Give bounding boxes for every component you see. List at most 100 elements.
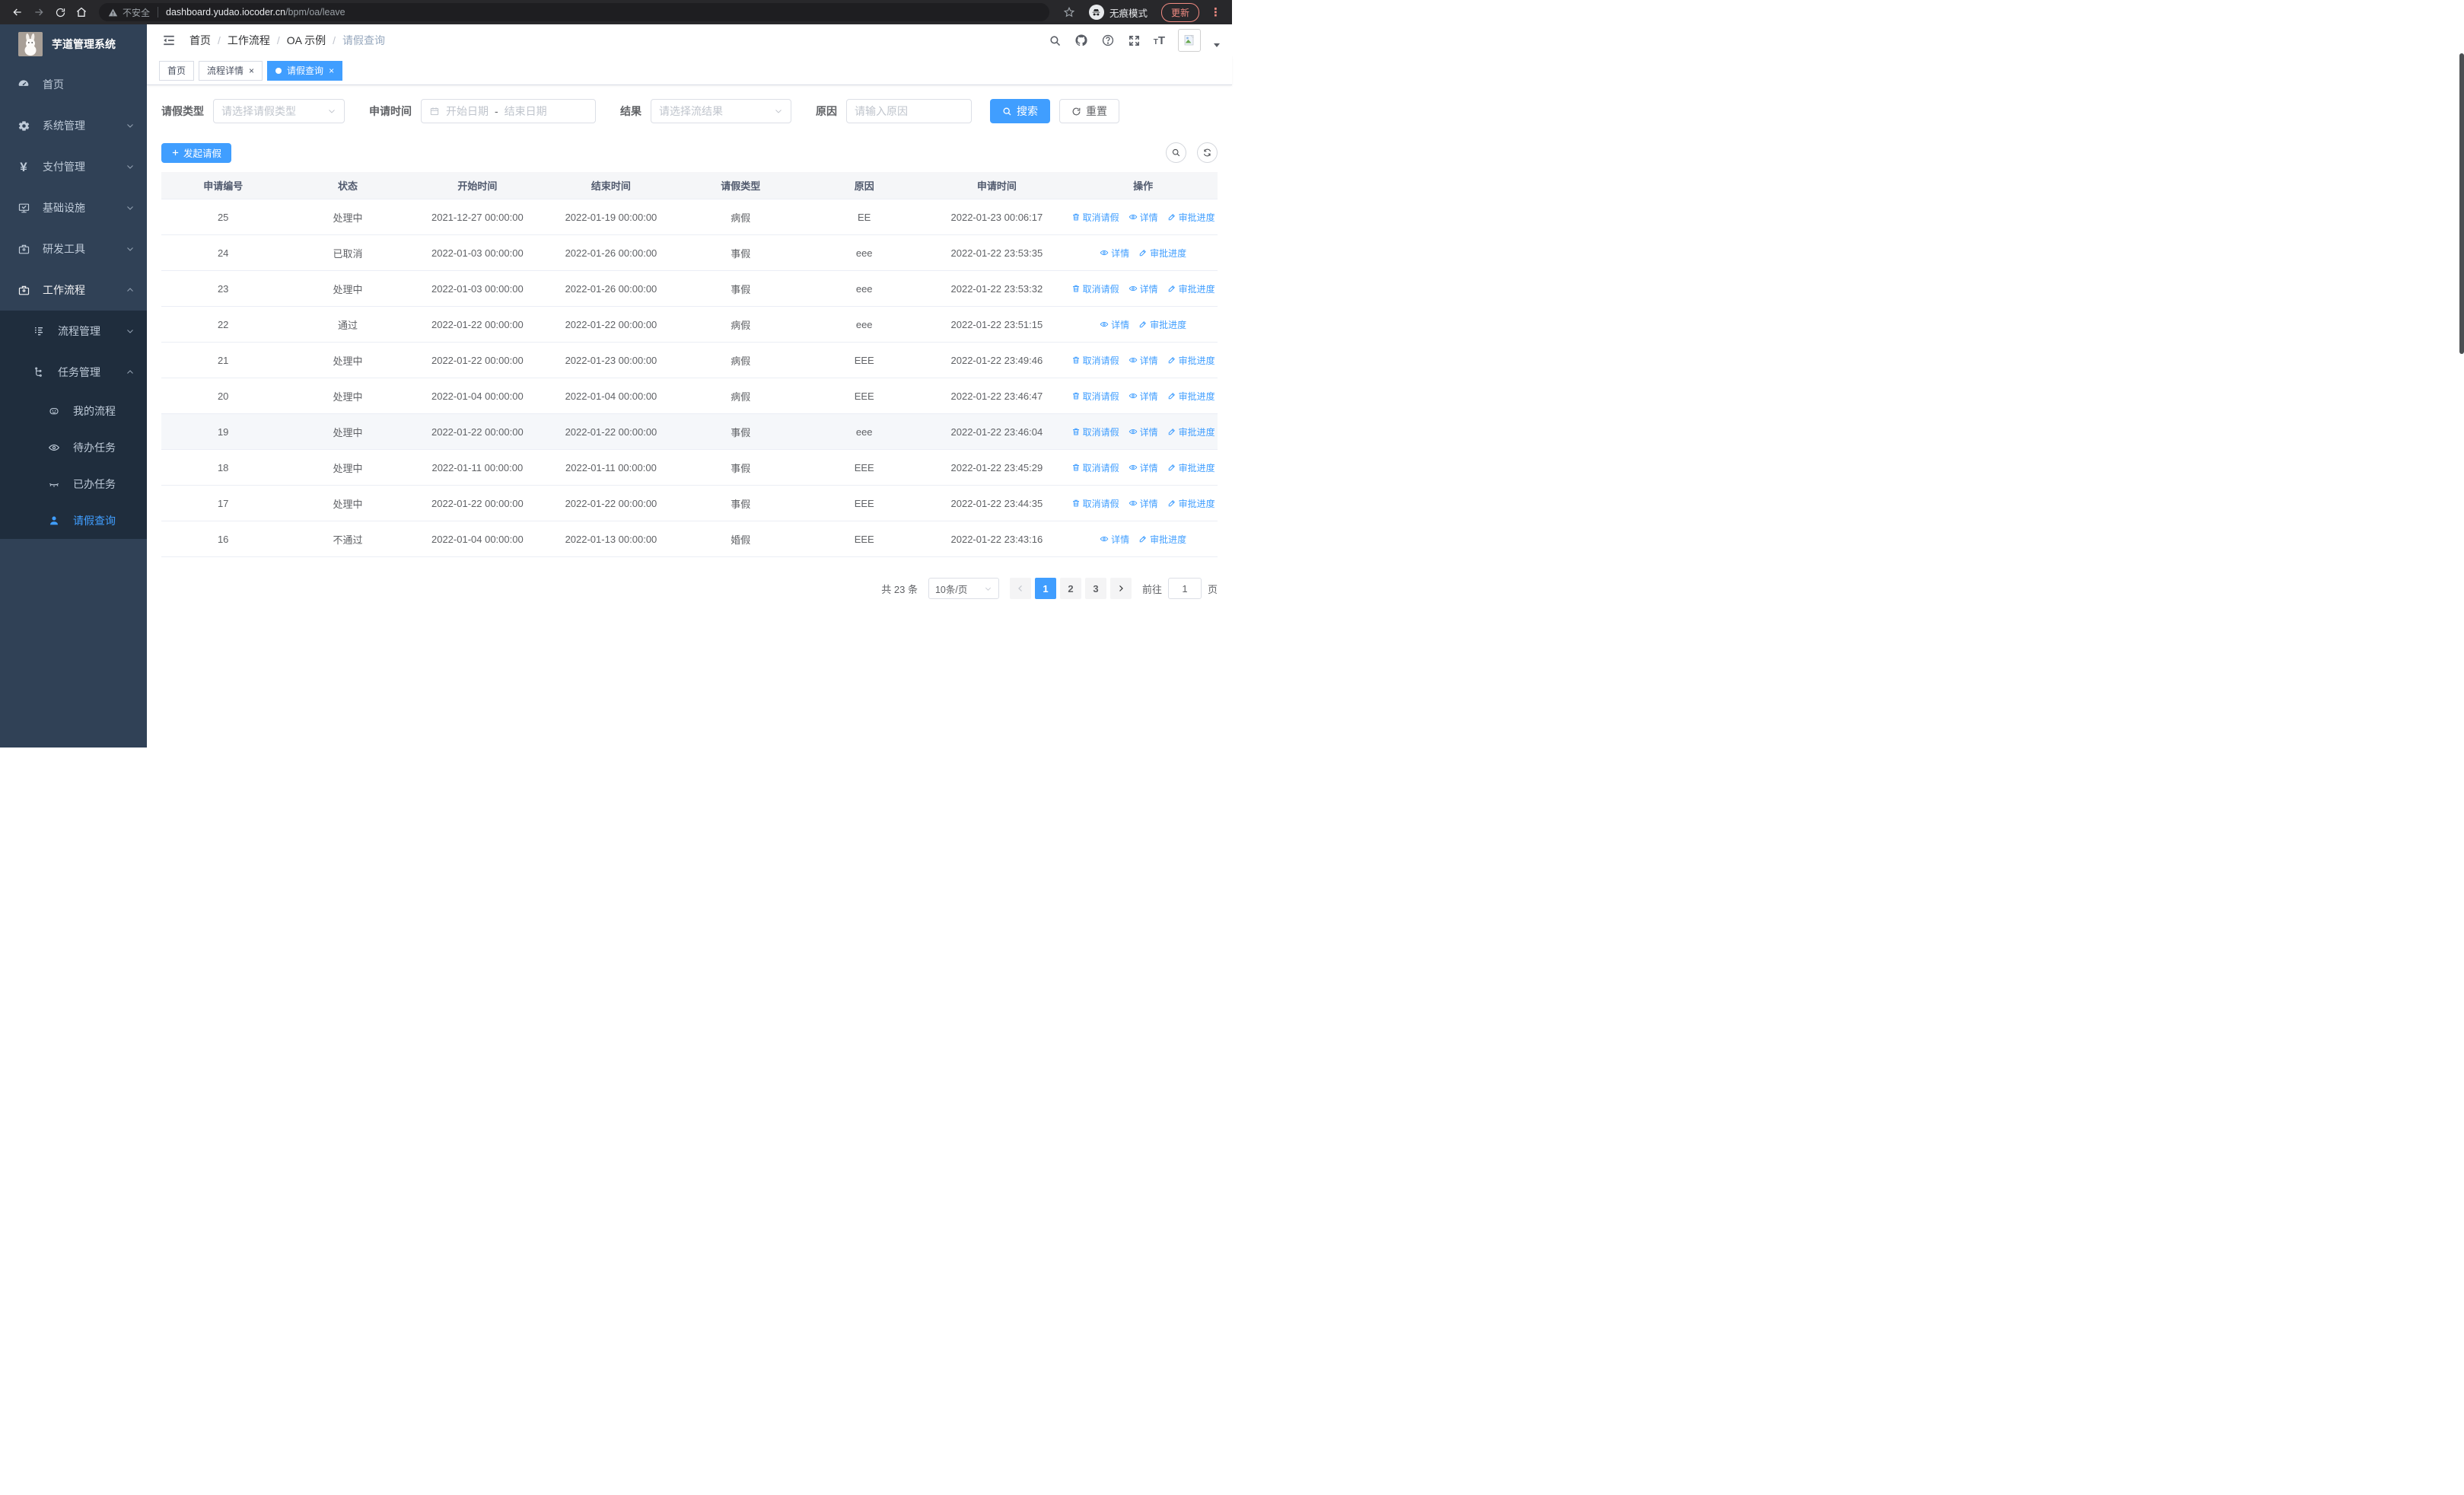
font-size-icon[interactable]: TT [1153,33,1165,47]
detail-action[interactable]: 详情 [1129,282,1158,295]
search-icon[interactable] [1049,34,1062,47]
sidebar-item-infrastructure[interactable]: 基础设施 [0,187,147,228]
refresh-table-button[interactable] [1197,142,1218,163]
leave-type-cell: 婚假 [731,534,751,546]
page-size-select[interactable]: 10条/页 [928,578,999,599]
progress-action[interactable]: 审批进度 [1167,211,1215,224]
filter-result: 结果 请选择流结果 [620,99,791,123]
cancel-leave-action[interactable]: 取消请假 [1071,211,1119,224]
close-icon[interactable]: × [329,65,335,76]
page-button-2[interactable]: 2 [1059,578,1081,599]
apply-time-range-picker[interactable]: 开始日期 - 结束日期 [421,99,596,123]
leave-type-select[interactable]: 请选择请假类型 [213,99,345,123]
security-warning[interactable]: 不安全 [108,6,150,19]
detail-action[interactable]: 详情 [1129,211,1158,224]
detail-action[interactable]: 详情 [1129,426,1158,438]
sidebar-item-dev-tools[interactable]: 研发工具 [0,228,147,269]
breadcrumb-item[interactable]: 首页 [189,34,211,46]
scrollbar-thumb[interactable] [2459,53,2464,354]
detail-action[interactable]: 详情 [1100,318,1129,331]
show-search-toggle-button[interactable] [1166,142,1186,163]
detail-action[interactable]: 详情 [1129,354,1158,367]
avatar-caret-icon[interactable] [1214,43,1220,47]
page-button-3[interactable]: 3 [1084,578,1106,599]
browser-menu-icon[interactable]: ⋮ [1210,5,1221,19]
create-leave-label: 发起请假 [183,148,222,159]
detail-action[interactable]: 详情 [1100,247,1129,260]
reason-input[interactable]: 请输入原因 [846,99,972,123]
avatar[interactable] [1178,29,1201,52]
goto-page-input[interactable]: 1 [1167,578,1202,599]
result-select[interactable]: 请选择流结果 [651,99,791,123]
tab-process-detail[interactable]: 流程详情 × [199,60,263,81]
cancel-leave-action[interactable]: 取消请假 [1071,282,1119,295]
tab-home[interactable]: 首页 [159,60,195,81]
start-time-cell: 2021-12-27 00:00:00 [431,211,524,223]
detail-action[interactable]: 详情 [1129,390,1158,403]
breadcrumb-item[interactable]: OA 示例 [286,34,326,46]
breadcrumb-separator: / [218,34,221,46]
address-bar[interactable]: 不安全 dashboard.yudao.iocoder.cn/bpm/oa/le… [99,3,1049,21]
help-icon[interactable] [1101,33,1115,47]
progress-action[interactable]: 审批进度 [1167,497,1215,510]
progress-action[interactable]: 审批进度 [1167,390,1215,403]
breadcrumb-item[interactable]: 工作流程 [227,34,270,46]
chevron-down-icon [126,162,135,171]
progress-action[interactable]: 审批进度 [1167,354,1215,367]
sidebar-item-label: 支付管理 [43,161,85,173]
sidebar-item-todo-tasks[interactable]: 待办任务 [0,429,147,466]
apply-time-cell: 2022-01-23 00:06:17 [950,211,1043,223]
sidebar-item-my-processes[interactable]: 我的流程 [0,393,147,429]
prev-page-button[interactable] [1009,578,1031,599]
next-page-button[interactable] [1109,578,1132,599]
progress-action[interactable]: 审批进度 [1167,426,1215,438]
breadcrumb-current: 请假查询 [342,34,386,46]
sidebar-item-system[interactable]: 系统管理 [0,105,147,146]
sidebar-fold-icon[interactable] [162,33,176,47]
app-logo[interactable]: 芋道管理系统 [0,24,147,64]
progress-action[interactable]: 审批进度 [1138,247,1186,260]
fullscreen-icon[interactable] [1128,34,1141,47]
sidebar-item-task-management[interactable]: 任务管理 [0,352,147,393]
search-icon [1003,107,1011,115]
browser-forward-button[interactable] [29,2,49,22]
progress-action[interactable]: 审批进度 [1167,461,1215,474]
browser-home-button[interactable] [72,2,91,22]
breadcrumb: 首页 / 工作流程 / OA 示例 / 请假查询 [189,33,385,48]
browser-update-button[interactable]: 更新 [1160,2,1199,22]
page-unit-label: 页 [1207,583,1218,595]
cancel-leave-action[interactable]: 取消请假 [1071,497,1119,510]
apply-time-cell: 2022-01-22 23:49:46 [950,354,1043,366]
chevron-left-icon [1018,585,1022,591]
browser-reload-button[interactable] [50,2,70,22]
sidebar-item-home[interactable]: 首页 [0,64,147,105]
trash-icon [1072,428,1079,435]
progress-action[interactable]: 审批进度 [1138,533,1186,546]
sidebar-item-workflow[interactable]: 工作流程 [0,269,147,311]
detail-action[interactable]: 详情 [1100,533,1129,546]
sidebar-item-process-management[interactable]: 流程管理 [0,311,147,352]
detail-action[interactable]: 详情 [1129,461,1158,474]
cancel-leave-action[interactable]: 取消请假 [1071,354,1119,367]
bookmark-star-icon[interactable] [1063,6,1075,18]
browser-back-button[interactable] [8,2,27,22]
create-leave-button[interactable]: 发起请假 [161,142,232,163]
tab-leave-query[interactable]: 请假查询 × [267,60,343,81]
github-icon[interactable] [1074,33,1088,47]
actions-cell: 详情 审批进度 [1068,318,1218,331]
table-header-row: 申请编号 状态 开始时间 结束时间 请假类型 原因 申请时间 操作 [161,172,1218,199]
cancel-leave-action[interactable]: 取消请假 [1071,390,1119,403]
sidebar-item-leave-query[interactable]: 请假查询 [0,502,147,539]
close-icon[interactable]: × [249,65,255,76]
detail-action[interactable]: 详情 [1129,497,1158,510]
progress-action[interactable]: 审批进度 [1167,282,1215,295]
sidebar-item-payment[interactable]: ¥ 支付管理 [0,146,147,187]
eye-icon [1129,393,1137,399]
reset-button[interactable]: 重置 [1059,99,1119,123]
page-button-1[interactable]: 1 [1034,578,1056,599]
search-button[interactable]: 搜索 [990,99,1050,123]
cancel-leave-action[interactable]: 取消请假 [1071,426,1119,438]
cancel-leave-action[interactable]: 取消请假 [1071,461,1119,474]
sidebar-item-done-tasks[interactable]: 已办任务 [0,466,147,502]
progress-action[interactable]: 审批进度 [1138,318,1186,331]
